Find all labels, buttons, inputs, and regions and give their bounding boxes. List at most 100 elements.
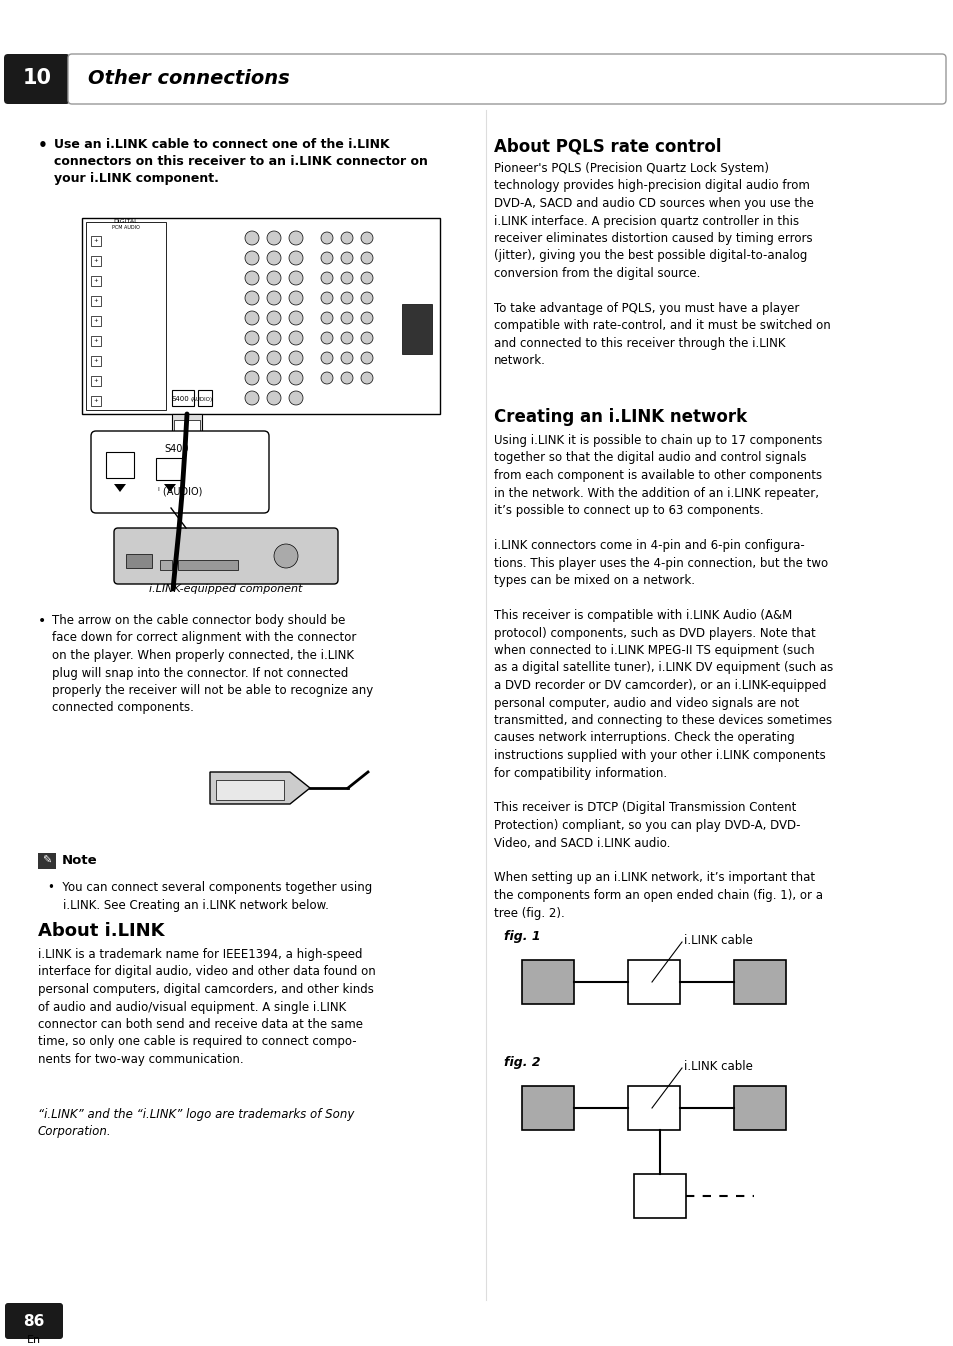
- Circle shape: [289, 232, 303, 245]
- Bar: [91, 276, 101, 285]
- Text: About i.LINK: About i.LINK: [38, 922, 164, 940]
- Circle shape: [267, 250, 281, 265]
- Bar: [215, 779, 284, 800]
- Text: +: +: [93, 258, 98, 264]
- Text: +: +: [93, 378, 98, 384]
- Circle shape: [340, 353, 353, 363]
- Bar: [178, 560, 237, 569]
- Text: About PQLS rate control: About PQLS rate control: [494, 139, 720, 156]
- Text: +: +: [93, 338, 98, 343]
- Circle shape: [267, 271, 281, 285]
- FancyBboxPatch shape: [5, 1303, 63, 1339]
- Text: Note: Note: [62, 853, 97, 867]
- Circle shape: [340, 232, 353, 244]
- Text: +: +: [93, 358, 98, 363]
- FancyBboxPatch shape: [113, 528, 337, 584]
- Text: i.LINK cable: i.LINK cable: [683, 934, 752, 948]
- Circle shape: [320, 232, 333, 244]
- Circle shape: [360, 353, 373, 363]
- Text: fig. 2: fig. 2: [503, 1057, 540, 1069]
- Circle shape: [245, 390, 258, 405]
- Bar: [91, 316, 101, 326]
- Circle shape: [245, 232, 258, 245]
- Bar: [401, 304, 432, 354]
- Circle shape: [267, 351, 281, 365]
- Circle shape: [320, 272, 333, 284]
- Text: PCM AUDIO: PCM AUDIO: [112, 225, 140, 230]
- Text: Pioneer's PQLS (Precision Quartz Lock System)
technology provides high-precision: Pioneer's PQLS (Precision Quartz Lock Sy…: [494, 162, 830, 367]
- Circle shape: [360, 371, 373, 384]
- Circle shape: [267, 311, 281, 324]
- Text: Other connections: Other connections: [88, 69, 290, 87]
- Bar: [91, 355, 101, 366]
- Circle shape: [245, 311, 258, 324]
- Text: •  You can connect several components together using
    i.LINK. See Creating an: • You can connect several components tog…: [48, 882, 372, 911]
- Bar: [521, 1086, 574, 1131]
- Text: Use an i.LINK cable to connect one of the i.LINK
connectors on this receiver to : Use an i.LINK cable to connect one of th…: [54, 139, 428, 184]
- Circle shape: [267, 291, 281, 306]
- FancyBboxPatch shape: [68, 54, 945, 104]
- Bar: [91, 396, 101, 406]
- Bar: [173, 420, 200, 437]
- FancyBboxPatch shape: [4, 54, 70, 104]
- Text: fig. 1: fig. 1: [503, 930, 540, 944]
- Bar: [627, 960, 679, 1004]
- Circle shape: [320, 252, 333, 264]
- Circle shape: [360, 332, 373, 345]
- Circle shape: [245, 331, 258, 345]
- Circle shape: [267, 390, 281, 405]
- Bar: [91, 336, 101, 346]
- Circle shape: [267, 371, 281, 385]
- Text: +: +: [93, 238, 98, 244]
- Bar: [634, 1174, 685, 1218]
- Text: i.LINK cable: i.LINK cable: [683, 1061, 752, 1073]
- Bar: [172, 390, 193, 406]
- Circle shape: [289, 331, 303, 345]
- Circle shape: [360, 312, 373, 324]
- Text: •: •: [38, 614, 46, 629]
- Text: +: +: [93, 319, 98, 323]
- Circle shape: [360, 272, 373, 284]
- Circle shape: [274, 544, 297, 568]
- Bar: [521, 960, 574, 1004]
- Circle shape: [289, 250, 303, 265]
- Bar: [156, 458, 182, 481]
- Circle shape: [289, 371, 303, 385]
- Circle shape: [320, 332, 333, 345]
- Bar: [106, 452, 133, 478]
- Circle shape: [289, 291, 303, 306]
- Circle shape: [340, 292, 353, 304]
- Text: Creating an i.LINK network: Creating an i.LINK network: [494, 408, 746, 425]
- Circle shape: [245, 271, 258, 285]
- Text: DIGITAL: DIGITAL: [113, 219, 138, 223]
- Circle shape: [320, 353, 333, 363]
- Bar: [82, 218, 439, 415]
- Circle shape: [267, 232, 281, 245]
- Text: +: +: [93, 279, 98, 284]
- Text: ᴵ (AUDIO): ᴵ (AUDIO): [157, 486, 202, 495]
- Circle shape: [289, 351, 303, 365]
- FancyBboxPatch shape: [91, 431, 269, 513]
- Circle shape: [289, 390, 303, 405]
- Bar: [91, 256, 101, 267]
- Circle shape: [340, 252, 353, 264]
- Circle shape: [289, 271, 303, 285]
- Text: S400: S400: [164, 444, 189, 454]
- Circle shape: [320, 371, 333, 384]
- Bar: [91, 296, 101, 306]
- Polygon shape: [210, 773, 310, 804]
- Bar: [91, 376, 101, 386]
- Circle shape: [245, 291, 258, 306]
- Circle shape: [245, 371, 258, 385]
- Bar: [0, 0, 953, 110]
- Text: +: +: [93, 299, 98, 303]
- Circle shape: [340, 312, 353, 324]
- Polygon shape: [164, 485, 175, 493]
- Text: “i.LINK” and the “i.LINK” logo are trademarks of Sony
Corporation.: “i.LINK” and the “i.LINK” logo are trade…: [38, 1108, 354, 1139]
- Text: (AUDIO): (AUDIO): [191, 397, 213, 402]
- Text: •: •: [38, 139, 48, 153]
- Circle shape: [360, 232, 373, 244]
- Circle shape: [340, 272, 353, 284]
- Text: The arrow on the cable connector body should be
face down for correct alignment : The arrow on the cable connector body sh…: [52, 614, 373, 715]
- Circle shape: [289, 311, 303, 324]
